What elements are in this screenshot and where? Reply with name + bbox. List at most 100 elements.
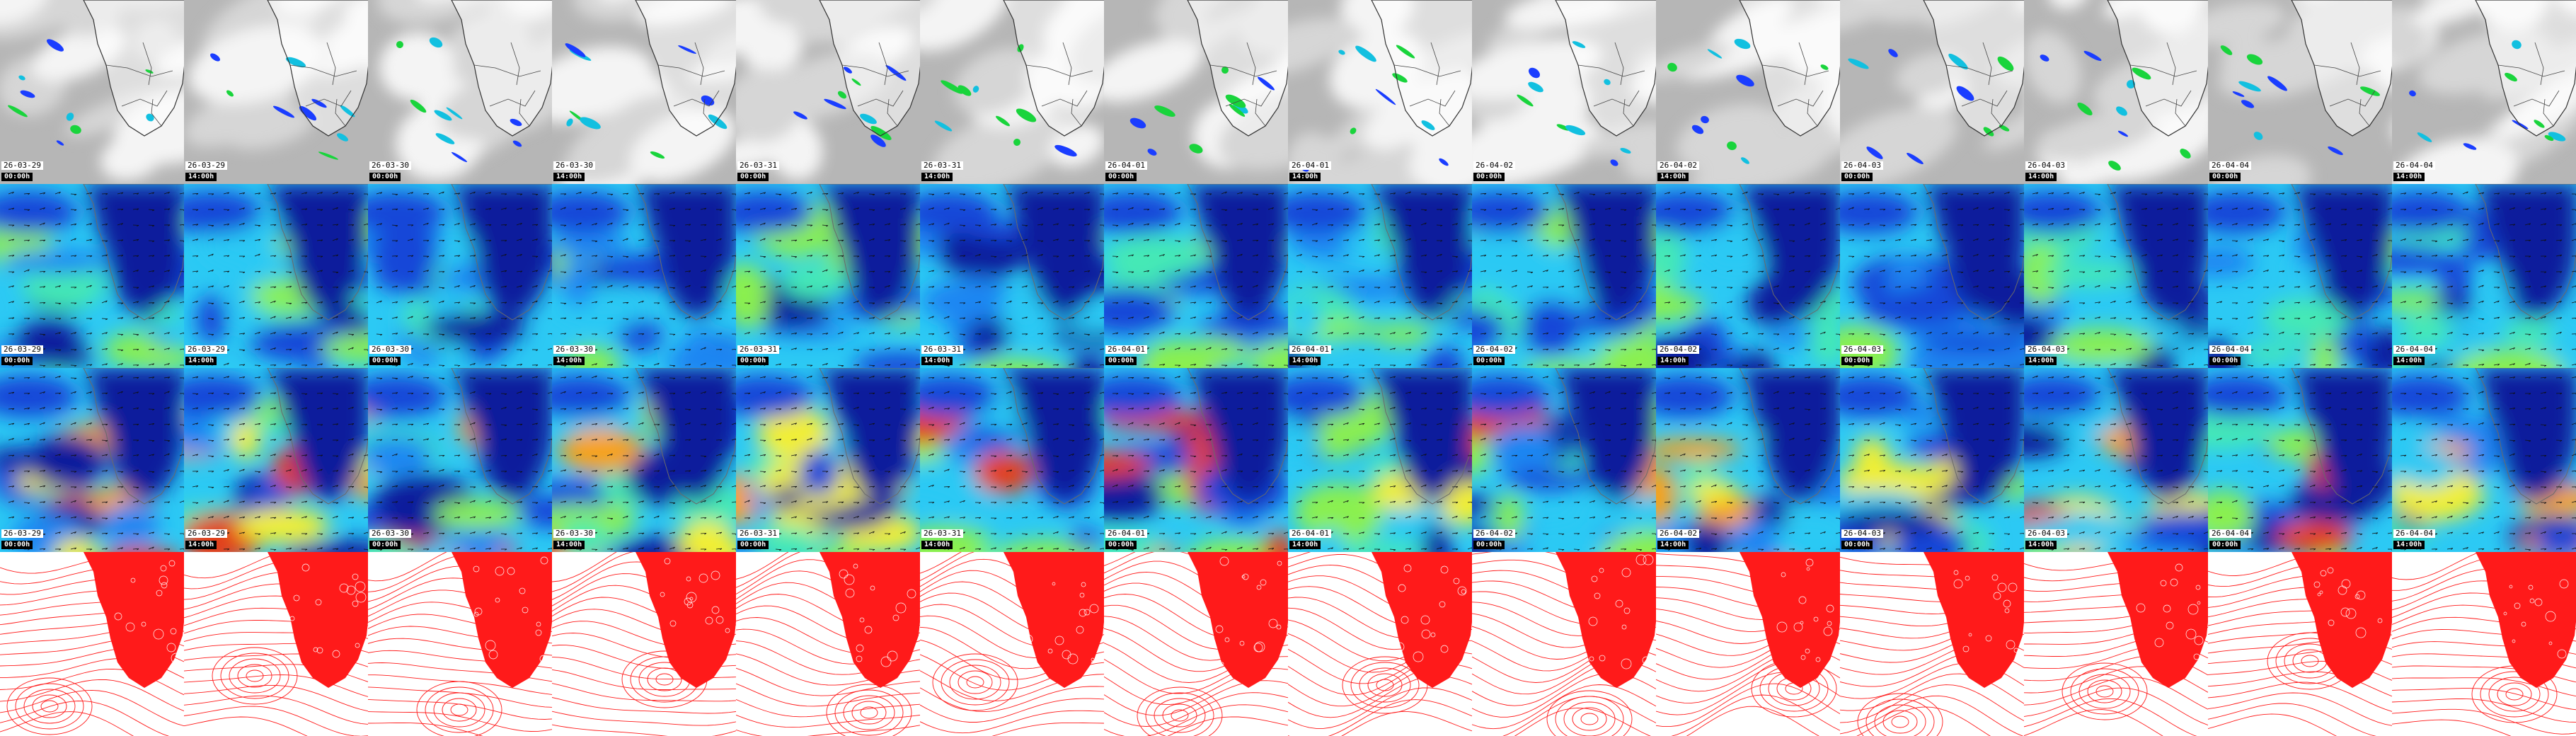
panel-time-label: 14:00h xyxy=(185,173,217,181)
panel-date-label: 26-03-29 xyxy=(1,161,43,170)
panel-time-label: 14:00h xyxy=(2393,357,2425,365)
panel-date-label: 26-03-29 xyxy=(185,345,227,354)
satellite-map-panel: 26-03-30 00:00h xyxy=(368,0,552,184)
panel-time-label: 00:00h xyxy=(369,541,401,549)
wind_high-map-panel: 26-03-31 00:00h xyxy=(736,368,920,552)
wind_high-map-panel: 26-03-29 00:00h xyxy=(0,368,184,552)
pressure-map-panel xyxy=(368,552,552,736)
panel-time-label: 00:00h xyxy=(1841,173,1873,181)
pressure-map-image xyxy=(1104,552,1288,736)
panel-time-label: 14:00h xyxy=(1657,357,1689,365)
satellite-map-panel: 26-04-04 00:00h xyxy=(2208,0,2392,184)
panel-time-label: 14:00h xyxy=(553,541,585,549)
panel-date-label: 26-03-31 xyxy=(921,529,963,538)
wind_low-map-panel: 26-03-30 00:00h xyxy=(368,184,552,368)
pressure-map-image xyxy=(1472,552,1656,736)
panel-time-label: 14:00h xyxy=(2393,173,2425,181)
panel-time-label: 00:00h xyxy=(1473,173,1505,181)
pressure-map-panel xyxy=(0,552,184,736)
panel-date-label: 26-04-03 xyxy=(2025,529,2067,538)
satellite-map-panel: 26-04-01 00:00h xyxy=(1104,0,1288,184)
pressure-map-panel xyxy=(1472,552,1656,736)
satellite-map-image xyxy=(2208,0,2392,184)
panel-time-label: 00:00h xyxy=(1473,541,1505,549)
wind_high-map-image xyxy=(1840,368,2024,552)
satellite-map-panel: 26-04-02 00:00h xyxy=(1472,0,1656,184)
panel-time-label: 00:00h xyxy=(369,173,401,181)
satellite-map-panel: 26-03-30 14:00h xyxy=(552,0,736,184)
wind_high-map-image xyxy=(2208,368,2392,552)
panel-date-label: 26-04-02 xyxy=(1657,529,1699,538)
panel-date-label: 26-04-04 xyxy=(2393,161,2435,170)
satellite-map-image xyxy=(1472,0,1656,184)
satellite-map-image xyxy=(2024,0,2208,184)
wind_high-map-panel: 26-04-04 14:00h xyxy=(2392,368,2576,552)
panel-date-label: 26-04-02 xyxy=(1473,345,1515,354)
satellite-map-panel: 26-04-04 14:00h xyxy=(2392,0,2576,184)
panel-time-label: 14:00h xyxy=(921,357,953,365)
wind_high-map-image xyxy=(1472,368,1656,552)
wind_low-map-image xyxy=(1656,184,1840,368)
panel-date-label: 26-03-30 xyxy=(369,345,411,354)
pressure-map-panel xyxy=(920,552,1104,736)
panel-time-label: 00:00h xyxy=(1841,541,1873,549)
wind_high-map-image xyxy=(2024,368,2208,552)
satellite-map-panel: 26-03-31 14:00h xyxy=(920,0,1104,184)
wind_high-map-image xyxy=(184,368,368,552)
panel-time-label: 14:00h xyxy=(2025,541,2057,549)
satellite-map-image xyxy=(184,0,368,184)
pressure-map-image xyxy=(552,552,736,736)
pressure-map-panel xyxy=(1840,552,2024,736)
wind_high-map-panel: 26-03-30 00:00h xyxy=(368,368,552,552)
panel-time-label: 14:00h xyxy=(185,357,217,365)
pressure-map-panel xyxy=(736,552,920,736)
panel-time-label: 14:00h xyxy=(921,541,953,549)
wind_high-map-panel: 26-04-03 14:00h xyxy=(2024,368,2208,552)
panel-date-label: 26-03-30 xyxy=(553,529,595,538)
wind_high-map-panel: 26-03-29 14:00h xyxy=(184,368,368,552)
satellite-map-image xyxy=(552,0,736,184)
wind_high-map-image xyxy=(1656,368,1840,552)
wind_high-map-panel: 26-03-30 14:00h xyxy=(552,368,736,552)
wind_low-map-image xyxy=(736,184,920,368)
panel-date-label: 26-04-01 xyxy=(1289,529,1331,538)
wind_low-map-panel: 26-04-04 00:00h xyxy=(2208,184,2392,368)
panel-date-label: 26-03-30 xyxy=(369,161,411,170)
panel-date-label: 26-03-29 xyxy=(1,529,43,538)
wind_high-map-image xyxy=(736,368,920,552)
wind_low-map-panel: 26-04-02 14:00h xyxy=(1656,184,1840,368)
wind_low-map-panel: 26-04-03 14:00h xyxy=(2024,184,2208,368)
wind_low-map-image xyxy=(552,184,736,368)
wind_low-map-image xyxy=(920,184,1104,368)
pressure-map-image xyxy=(2208,552,2392,736)
panel-time-label: 00:00h xyxy=(2209,541,2241,549)
panel-date-label: 26-04-02 xyxy=(1657,161,1699,170)
panel-date-label: 26-04-01 xyxy=(1105,345,1147,354)
panel-time-label: 14:00h xyxy=(553,357,585,365)
panel-date-label: 26-04-04 xyxy=(2393,345,2435,354)
pressure-map-panel xyxy=(184,552,368,736)
panel-date-label: 26-04-04 xyxy=(2209,529,2251,538)
wind_low-map-panel: 26-04-01 00:00h xyxy=(1104,184,1288,368)
panel-date-label: 26-04-02 xyxy=(1473,529,1515,538)
wind_high-map-panel: 26-03-31 14:00h xyxy=(920,368,1104,552)
pressure-map-image xyxy=(184,552,368,736)
pressure-map-image xyxy=(920,552,1104,736)
pressure-map-panel xyxy=(2024,552,2208,736)
panel-date-label: 26-03-31 xyxy=(737,529,779,538)
panel-time-label: 14:00h xyxy=(1289,541,1321,549)
panel-time-label: 00:00h xyxy=(737,541,769,549)
panel-date-label: 26-04-04 xyxy=(2393,529,2435,538)
wind_high-map-image xyxy=(368,368,552,552)
panel-date-label: 26-04-03 xyxy=(2025,161,2067,170)
satellite-map-image xyxy=(736,0,920,184)
wind_low-map-image xyxy=(1472,184,1656,368)
panel-time-label: 00:00h xyxy=(369,357,401,365)
panel-date-label: 26-03-30 xyxy=(369,529,411,538)
panel-date-label: 26-03-31 xyxy=(737,345,779,354)
panel-date-label: 26-04-04 xyxy=(2209,345,2251,354)
pressure-map-image xyxy=(2024,552,2208,736)
panel-date-label: 26-03-31 xyxy=(921,345,963,354)
wind_low-map-panel: 26-03-31 00:00h xyxy=(736,184,920,368)
